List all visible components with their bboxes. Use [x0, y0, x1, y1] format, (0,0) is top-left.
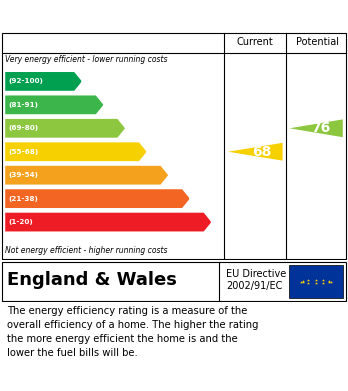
Text: (92-100): (92-100): [9, 79, 44, 84]
Polygon shape: [5, 166, 168, 185]
Text: EU Directive
2002/91/EC: EU Directive 2002/91/EC: [226, 269, 286, 291]
Polygon shape: [5, 189, 190, 208]
Text: G: G: [209, 215, 221, 229]
Text: The energy efficiency rating is a measure of the
overall efficiency of a home. T: The energy efficiency rating is a measur…: [7, 306, 259, 358]
Text: B: B: [102, 98, 112, 112]
Text: C: C: [123, 121, 134, 135]
Polygon shape: [5, 72, 82, 91]
Text: (1-20): (1-20): [9, 219, 33, 225]
Text: 68: 68: [253, 145, 272, 159]
Text: Not energy efficient - higher running costs: Not energy efficient - higher running co…: [5, 246, 168, 255]
Text: (21-38): (21-38): [9, 196, 39, 202]
Polygon shape: [5, 142, 147, 161]
Text: (39-54): (39-54): [9, 172, 39, 178]
Text: Potential: Potential: [295, 37, 339, 47]
Polygon shape: [5, 95, 103, 114]
Text: (69-80): (69-80): [9, 125, 39, 131]
Text: England & Wales: England & Wales: [7, 271, 177, 289]
Polygon shape: [5, 213, 211, 231]
Text: A: A: [80, 74, 91, 88]
Polygon shape: [228, 143, 283, 161]
Text: (81-91): (81-91): [9, 102, 39, 108]
Text: (55-68): (55-68): [9, 149, 39, 155]
Text: 76: 76: [311, 121, 330, 135]
Bar: [289, 265, 343, 298]
Polygon shape: [290, 119, 343, 137]
Text: F: F: [188, 192, 198, 206]
Text: E: E: [166, 168, 176, 182]
Text: D: D: [145, 145, 156, 159]
Polygon shape: [5, 119, 125, 138]
Text: Very energy efficient - lower running costs: Very energy efficient - lower running co…: [5, 55, 168, 64]
Text: Current: Current: [237, 37, 274, 47]
Text: Energy Efficiency Rating: Energy Efficiency Rating: [60, 7, 288, 25]
